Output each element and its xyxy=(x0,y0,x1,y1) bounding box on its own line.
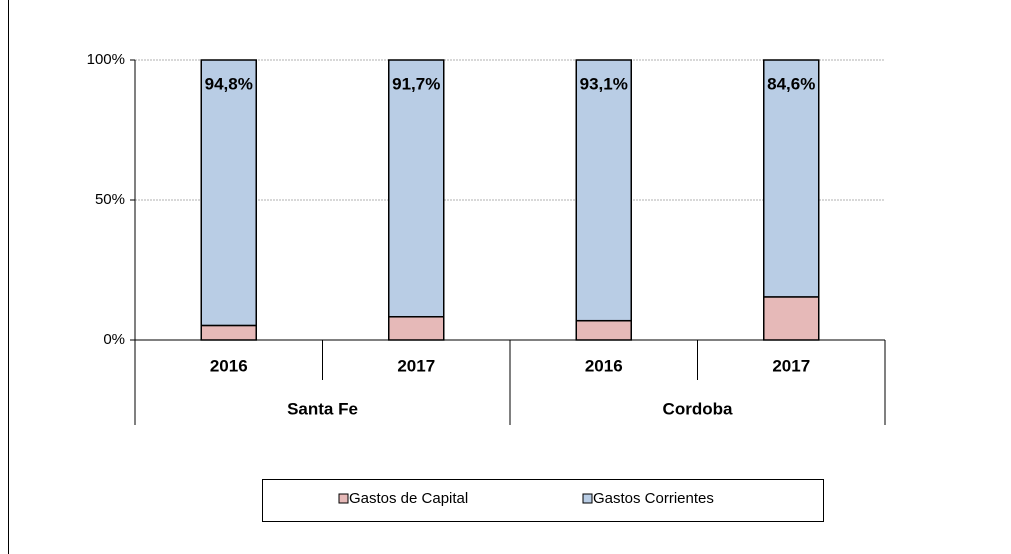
y-tick-label: 0% xyxy=(103,331,125,348)
legend-label: Gastos Corrientes xyxy=(593,490,714,507)
bar-segment xyxy=(575,59,632,322)
legend-box xyxy=(262,479,824,522)
legend-label: Gastos de Capital xyxy=(349,490,468,507)
bar-segment xyxy=(763,59,820,298)
x-tick-label: 2017 xyxy=(397,356,435,375)
bar-segment xyxy=(763,296,820,341)
x-tick-label: 2017 xyxy=(772,356,810,375)
bar-segment xyxy=(388,59,445,318)
legend-swatch xyxy=(582,493,593,504)
bar-segment xyxy=(388,316,445,341)
x-tick-label: 2016 xyxy=(210,356,248,375)
group-label: Cordoba xyxy=(663,399,733,418)
value-label: 94,8% xyxy=(205,74,253,93)
bar-segment xyxy=(200,59,257,327)
group-label: Santa Fe xyxy=(287,399,358,418)
value-label: 91,7% xyxy=(392,74,440,93)
y-tick-label: 50% xyxy=(95,191,125,208)
chart-frame xyxy=(8,0,1011,554)
value-label: 93,1% xyxy=(580,74,628,93)
x-tick-label: 2016 xyxy=(585,356,623,375)
legend-swatch xyxy=(338,493,349,504)
y-tick-label: 100% xyxy=(87,51,125,68)
bar-segment xyxy=(200,324,257,341)
value-label: 84,6% xyxy=(767,74,815,93)
bar-segment xyxy=(575,319,632,341)
